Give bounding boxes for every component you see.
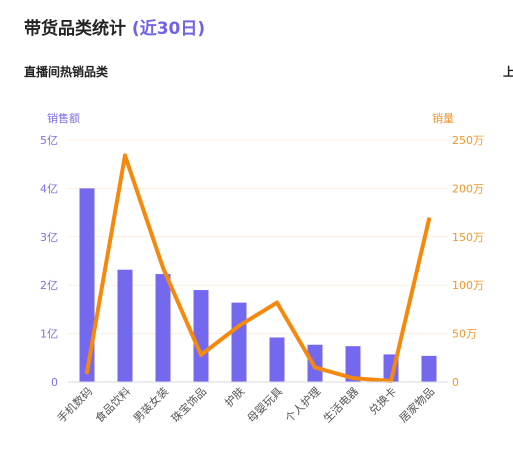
line-point-母婴玩具[interactable] xyxy=(275,300,279,305)
line-point-食品饮料[interactable] xyxy=(123,153,127,158)
left-tick-label: 2亿 xyxy=(40,279,58,292)
left-axis-title: 销售额 xyxy=(47,111,80,125)
right-axis-title: 销量 xyxy=(432,111,454,125)
line-point-护肤[interactable] xyxy=(237,323,241,328)
right-tick-label: 0 xyxy=(452,376,459,389)
line-point-珠宝饰品[interactable] xyxy=(199,352,203,357)
x-tick-label: 食品饮料 xyxy=(92,384,133,425)
bar-居家物品[interactable] xyxy=(421,355,437,382)
x-tick-label: 个人护理 xyxy=(282,384,323,425)
left-tick-label: 5亿 xyxy=(40,134,58,147)
page-title: 带货品类统计 (近30日) xyxy=(24,14,205,39)
sales-volume-line[interactable] xyxy=(85,153,431,384)
x-tick-label: 母婴玩具 xyxy=(245,385,285,425)
line-point-手机数码[interactable] xyxy=(85,370,89,375)
x-tick-label: 居家物品 xyxy=(396,384,437,425)
x-tick-label: 生活电器 xyxy=(320,384,361,425)
section-title-right-partial: 上 xyxy=(503,65,513,79)
left-tick-label: 3亿 xyxy=(40,231,58,244)
bar-母婴玩具[interactable] xyxy=(269,337,285,382)
x-tick-label: 兑换卡 xyxy=(366,384,399,417)
line-point-个人护理[interactable] xyxy=(313,365,317,370)
right-tick-label: 50万 xyxy=(452,328,477,341)
bar-食品饮料[interactable] xyxy=(117,269,133,382)
axis-layer: 0 0 1亿 50万 2亿 100万 3亿 150万 4亿 200万 5亿 250万手机数码食品饮料男… xyxy=(40,134,484,425)
bar-手机数码[interactable] xyxy=(79,188,95,382)
line-point-男装女装[interactable] xyxy=(161,265,165,270)
page-title-text: 带货品类统计 xyxy=(24,19,126,39)
line-layer xyxy=(85,153,431,384)
line-point-居家物品[interactable] xyxy=(427,217,431,222)
line-point-生活电器[interactable] xyxy=(351,376,355,381)
bar-护肤[interactable] xyxy=(231,302,247,382)
x-tick-label: 珠宝饰品 xyxy=(168,384,209,425)
section-title: 直播间热销品类 xyxy=(24,65,109,79)
x-tick-label: 男装女装 xyxy=(130,384,171,425)
bar-生活电器[interactable] xyxy=(345,346,361,382)
right-tick-label: 250万 xyxy=(452,134,484,147)
right-tick-label: 200万 xyxy=(452,182,484,195)
left-tick-label: 4亿 xyxy=(40,182,58,195)
right-tick-label: 150万 xyxy=(452,231,484,244)
page-subtitle: (近30日) xyxy=(131,19,206,39)
x-tick-label: 护肤 xyxy=(222,384,247,409)
x-tick-label: 手机数码 xyxy=(54,384,95,425)
left-tick-label: 1亿 xyxy=(40,328,58,341)
bar-珠宝饰品[interactable] xyxy=(193,290,209,382)
right-tick-label: 100万 xyxy=(452,279,484,292)
bar-个人护理[interactable] xyxy=(307,344,323,382)
left-tick-label: 0 xyxy=(51,376,58,389)
bar-男装女装[interactable] xyxy=(155,274,171,382)
